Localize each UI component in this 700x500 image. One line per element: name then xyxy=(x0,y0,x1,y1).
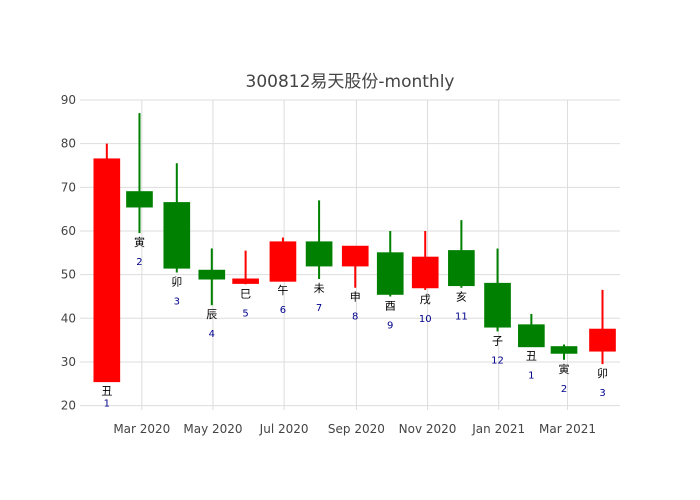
candle-8 xyxy=(341,245,369,288)
branch-label: 巳 xyxy=(240,287,251,300)
candle-body xyxy=(411,256,439,289)
candle-5 xyxy=(232,250,259,285)
month-number-label: 1 xyxy=(104,399,110,410)
month-number-label: 9 xyxy=(387,320,393,331)
candle-body xyxy=(589,328,616,352)
branch-label: 酉 xyxy=(385,299,396,312)
candle-12 xyxy=(484,248,511,332)
month-number-label: 10 xyxy=(419,314,432,325)
x-tick-label: May 2020 xyxy=(183,422,242,436)
branch-label: 卯 xyxy=(171,275,182,288)
y-tick-label: 40 xyxy=(61,311,76,325)
candle-3 xyxy=(163,163,191,273)
candle-body xyxy=(198,269,226,280)
y-tick-label: 50 xyxy=(61,268,76,282)
candle-body xyxy=(518,324,545,348)
branch-label: 丑 xyxy=(101,385,112,398)
axis-ticks: 20 30 40 50 60 70 80 90 Mar 2020 May 2020 Jul 2020… xyxy=(61,93,596,436)
month-number-label: 8 xyxy=(352,312,358,323)
candle-6 xyxy=(269,237,297,282)
x-tick-label: Sep 2020 xyxy=(328,422,385,436)
y-tick-label: 20 xyxy=(61,399,76,413)
candle-body xyxy=(376,252,404,295)
branch-label: 戌 xyxy=(420,293,431,306)
candle-body xyxy=(484,282,511,328)
branch-label: 午 xyxy=(277,284,288,297)
branch-label: 申 xyxy=(350,291,361,304)
y-tick-label: 70 xyxy=(61,180,76,194)
branch-label: 卯 xyxy=(597,367,608,380)
x-tick-label: Nov 2020 xyxy=(399,422,457,436)
chart-title: 300812易天股份-monthly xyxy=(246,72,455,92)
grid xyxy=(80,99,620,410)
candle-10 xyxy=(411,230,439,290)
branch-label: 丑 xyxy=(526,350,537,363)
month-number-label: 4 xyxy=(209,329,215,340)
candle-15 xyxy=(589,289,616,365)
y-tick-label: 60 xyxy=(61,224,76,238)
candle-13 xyxy=(518,313,545,348)
month-number-label: 1 xyxy=(528,371,534,382)
x-tick-label: Jul 2020 xyxy=(259,422,309,436)
month-number-label: 3 xyxy=(174,296,180,307)
candle-4 xyxy=(198,248,226,306)
month-number-label: 3 xyxy=(599,388,605,399)
month-number-label: 2 xyxy=(561,384,567,395)
y-tick-label: 30 xyxy=(61,355,76,369)
month-number-label: 12 xyxy=(491,355,504,366)
candles xyxy=(93,113,616,383)
candle-1 xyxy=(93,143,121,383)
candle-14 xyxy=(550,344,578,360)
candle-11 xyxy=(448,220,475,288)
x-tick-label: Mar 2021 xyxy=(539,422,596,436)
branch-label: 寅 xyxy=(134,235,145,249)
branch-label: 寅 xyxy=(559,362,570,376)
candle-body xyxy=(448,250,475,287)
x-tick-label: Jan 2021 xyxy=(471,422,525,436)
month-number-label: 2 xyxy=(136,257,142,268)
candle-body xyxy=(305,241,333,267)
candle-9 xyxy=(376,230,404,297)
branch-label: 辰 xyxy=(206,308,217,321)
month-number-label: 6 xyxy=(280,305,286,316)
candle-body xyxy=(126,191,153,208)
y-tick-label: 90 xyxy=(61,93,76,107)
branch-label: 亥 xyxy=(456,290,467,304)
candle-body xyxy=(550,346,578,354)
candle-body xyxy=(232,278,259,284)
month-number-label: 5 xyxy=(242,308,248,319)
branch-label: 未 xyxy=(314,282,325,295)
candle-body xyxy=(341,245,369,267)
month-number-label: 7 xyxy=(316,303,322,314)
candle-2 xyxy=(126,113,153,234)
candle-body xyxy=(93,158,121,383)
month-number-label: 11 xyxy=(455,312,468,323)
x-tick-label: Mar 2020 xyxy=(113,422,170,436)
branch-label: 子 xyxy=(492,334,503,347)
candle-body xyxy=(269,241,297,282)
candle-body xyxy=(163,202,191,269)
candle-7 xyxy=(305,200,333,280)
y-tick-label: 80 xyxy=(61,137,76,151)
